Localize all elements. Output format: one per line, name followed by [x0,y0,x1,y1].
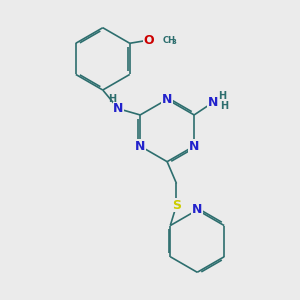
Text: O: O [143,34,154,47]
Text: N: N [192,203,202,217]
Text: N: N [162,93,172,106]
Text: H: H [218,91,226,101]
Text: 3: 3 [171,39,176,45]
Text: N: N [135,140,145,153]
Text: N: N [208,96,218,109]
Text: N: N [189,140,199,153]
Text: H: H [220,100,228,111]
Text: S: S [172,199,181,212]
Text: N: N [113,102,124,115]
Text: H: H [108,94,116,104]
Text: CH: CH [163,36,176,45]
